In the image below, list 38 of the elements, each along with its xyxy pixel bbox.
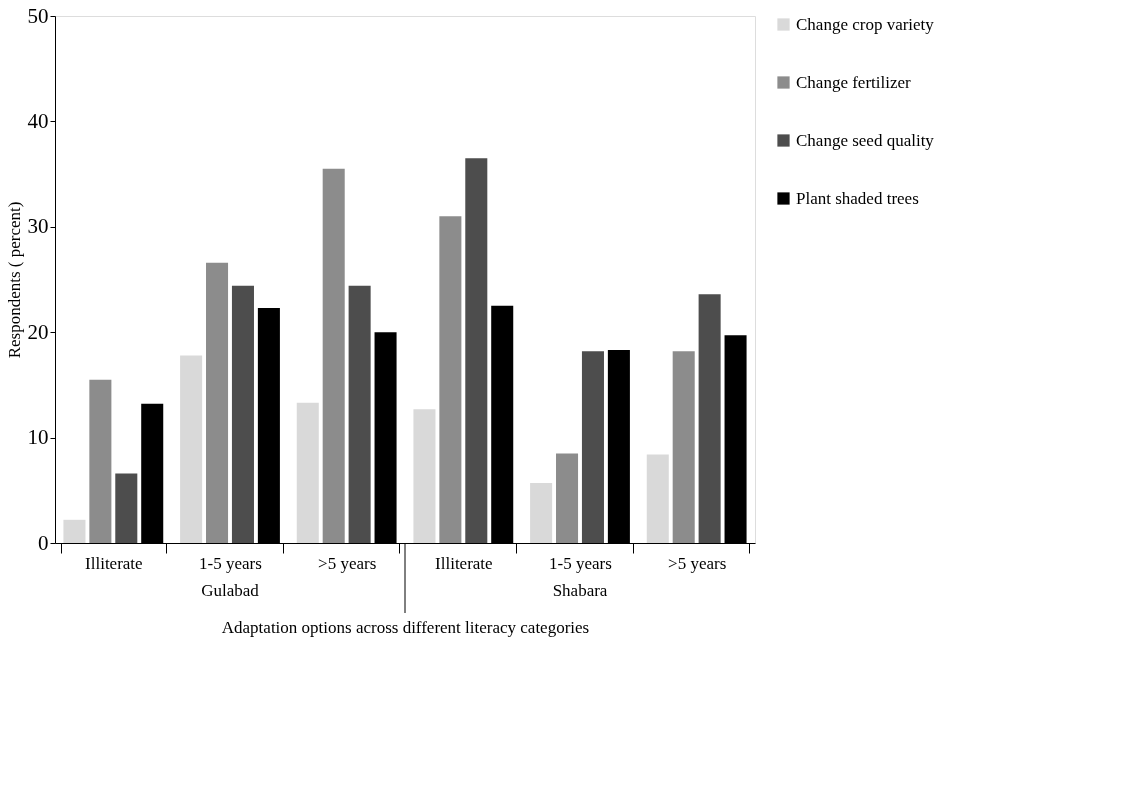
bar	[646, 454, 669, 543]
legend-label: Change crop variety	[796, 14, 935, 34]
bar	[89, 379, 112, 543]
y-tick-label: 0	[38, 530, 49, 555]
bar	[698, 294, 721, 543]
legend-label: Plant shaded trees	[796, 188, 919, 208]
x-tick-label: >5 years	[318, 553, 377, 573]
y-axis-title: Respondents ( percent)	[4, 201, 24, 359]
legend-label: Change fertilizer	[796, 72, 912, 92]
y-tick-label: 10	[27, 425, 49, 450]
bar	[530, 482, 553, 543]
bar	[439, 216, 462, 543]
bar	[63, 519, 86, 543]
bar	[556, 453, 579, 543]
bar	[465, 158, 488, 543]
x-tick-label: Illiterate	[435, 553, 493, 573]
bar	[231, 285, 254, 543]
x-tick-label: 1-5 years	[199, 553, 262, 573]
y-tick-label: 20	[27, 319, 49, 344]
bar	[115, 473, 138, 543]
bar	[348, 285, 371, 543]
bar	[672, 351, 695, 543]
bar	[296, 402, 319, 543]
x-tick-label: 1-5 years	[549, 553, 612, 573]
x-tick-label: >5 years	[668, 553, 727, 573]
bar	[322, 168, 345, 543]
x-axis-title: Adaptation options across different literacy categories	[221, 617, 590, 637]
y-tick-label: 30	[27, 214, 49, 239]
bar	[206, 262, 229, 543]
y-tick-label: 50	[27, 3, 49, 28]
x-tick-label: Illiterate	[85, 553, 143, 573]
bar	[413, 409, 436, 543]
bar	[180, 355, 203, 543]
y-tick-label: 40	[27, 108, 49, 133]
text: Gulabad	[201, 581, 260, 600]
text: Shabara	[552, 581, 608, 600]
bar	[581, 351, 604, 543]
legend-label: Change seed quality	[796, 130, 935, 150]
